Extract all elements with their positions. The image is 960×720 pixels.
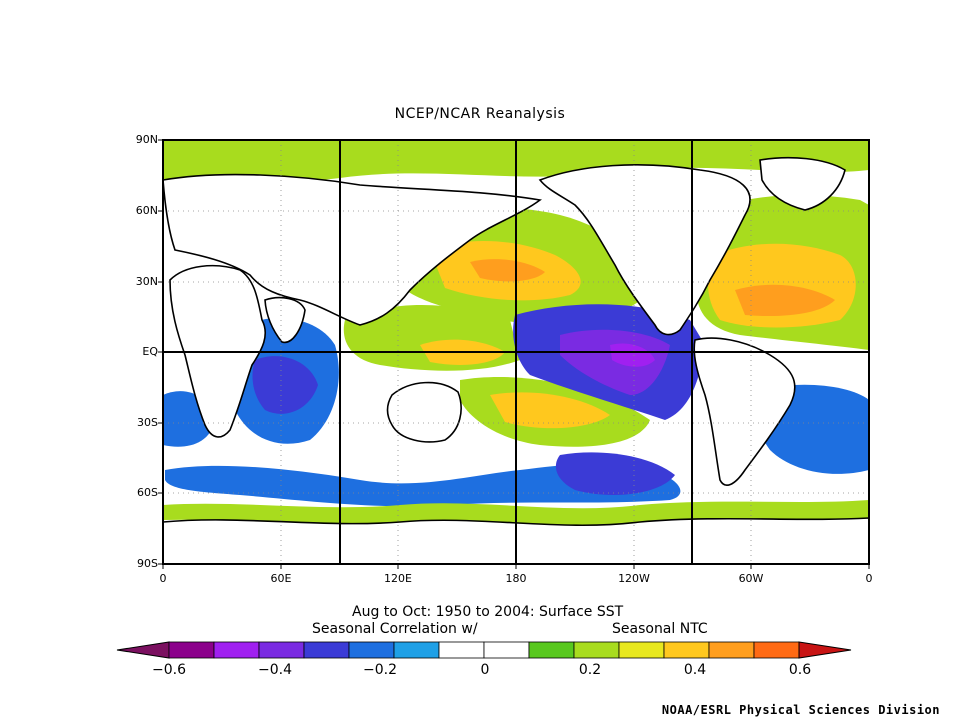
eurasia-landmass bbox=[163, 173, 542, 326]
colorbar-bin bbox=[438, 641, 485, 659]
colorbar-high-arrow bbox=[798, 641, 852, 659]
south-america-landmass bbox=[693, 337, 796, 486]
lat-label-60n: 60N bbox=[135, 204, 158, 217]
caption-line1: Aug to Oct: 1950 to 2004: Surface SST bbox=[352, 604, 624, 620]
lat-label-30n: 30N bbox=[135, 275, 158, 288]
colorbar-bin bbox=[528, 641, 575, 659]
north-atlantic-core-region bbox=[735, 284, 835, 317]
lat-label-eq: EQ bbox=[142, 345, 158, 358]
north-america-landmass bbox=[538, 164, 751, 336]
colorbar-bin bbox=[663, 641, 710, 659]
east-pacific-core-negative-region bbox=[610, 343, 655, 367]
lon-label-0: 0 bbox=[159, 572, 167, 585]
solid-gridlines bbox=[163, 140, 869, 564]
colorbar-bin bbox=[168, 641, 215, 659]
lon-label-120w: 120W bbox=[618, 572, 650, 585]
colorbar-label-m06: −0.6 bbox=[152, 662, 186, 678]
colorbar-label-04: 0.4 bbox=[683, 662, 707, 678]
colorbar-label-02: 0.2 bbox=[578, 662, 602, 678]
colorbar-label-m04: −0.4 bbox=[258, 662, 292, 678]
colorbar-bin bbox=[348, 641, 395, 659]
ticks bbox=[158, 139, 870, 569]
colorbar bbox=[116, 641, 852, 659]
indian-ocean-strong-negative-region bbox=[252, 356, 318, 414]
southern-ocean-negative-region bbox=[165, 464, 681, 507]
map-title: NCEP/NCAR Reanalysis bbox=[394, 106, 566, 122]
colorbar-bin bbox=[753, 641, 800, 659]
colorbar-label-0: 0 bbox=[480, 662, 490, 678]
colorbar-bin bbox=[393, 641, 440, 659]
colorbar-bin bbox=[618, 641, 665, 659]
colorbar-bin bbox=[303, 641, 350, 659]
greenland-landmass bbox=[759, 156, 846, 211]
india-landmass bbox=[264, 296, 306, 344]
lon-label-60e: 60E bbox=[270, 572, 292, 585]
lon-label-120e: 120E bbox=[384, 572, 412, 585]
lon-label-180: 180 bbox=[505, 572, 527, 585]
colorbar-label-06: 0.6 bbox=[788, 662, 812, 678]
colorbar-bin bbox=[573, 641, 620, 659]
north-pacific-core-region bbox=[470, 259, 545, 282]
lat-label-90s: 90S bbox=[137, 557, 158, 570]
caption-line2-left: Seasonal Correlation w/ bbox=[312, 621, 478, 637]
map-field bbox=[163, 140, 869, 564]
east-pacific-strong-negative-region bbox=[560, 329, 670, 395]
australia-landmass bbox=[386, 381, 462, 443]
caption-line2-right: Seasonal NTC bbox=[612, 621, 708, 637]
colorbar-bin bbox=[258, 641, 305, 659]
lat-label-60s: 60S bbox=[137, 486, 158, 499]
colorbar-label-m02: −0.2 bbox=[363, 662, 397, 678]
credit-text: NOAA/ESRL Physical Sciences Division bbox=[661, 703, 940, 717]
colorbar-bin bbox=[213, 641, 260, 659]
colorbar-bin bbox=[708, 641, 755, 659]
colorbar-bin bbox=[483, 641, 530, 659]
lat-label-90n: 90N bbox=[135, 133, 158, 146]
south-pacific-negative-region bbox=[555, 452, 675, 495]
colorbar-low-arrow bbox=[116, 641, 170, 659]
graticule bbox=[163, 140, 869, 564]
lon-label-60w: 60W bbox=[738, 572, 764, 585]
lat-label-30s: 30S bbox=[137, 416, 158, 429]
south-pacific-strong-region bbox=[490, 392, 610, 429]
lon-label-0-east: 0 bbox=[865, 572, 873, 585]
